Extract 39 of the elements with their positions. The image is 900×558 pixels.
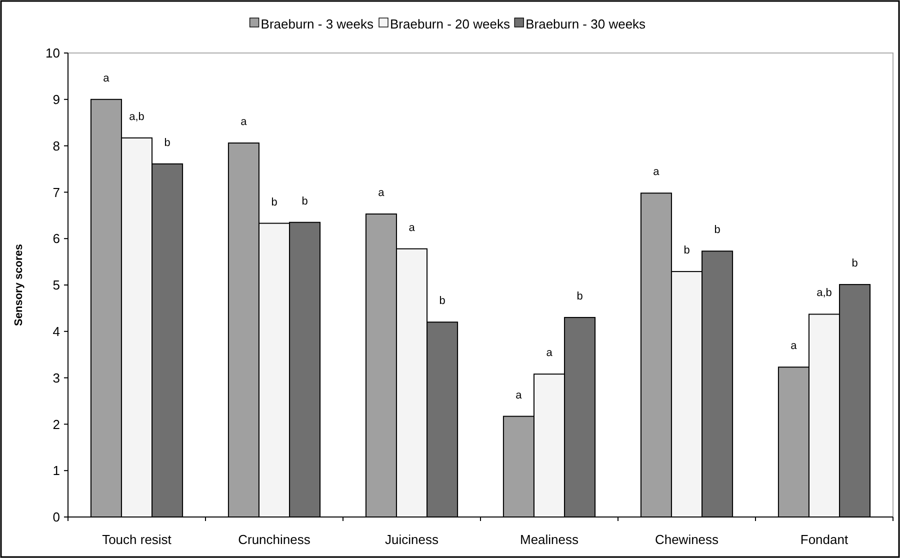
annotation: b [576,290,583,302]
annotation: b [852,258,858,270]
annotation: b [684,244,690,257]
annotation: a [408,222,416,234]
annotation: a,b [129,110,144,123]
y-tick-label: 3 [52,370,60,386]
annotation: a,b [816,287,832,300]
y-axis-title: Sensory scores [13,244,25,326]
annotation: a [103,72,110,84]
y-tick-label: 6 [52,231,60,246]
annotation: b [164,136,170,149]
y-tick-label: 1 [52,463,60,478]
y-tick-label: 9 [52,92,60,107]
annotation: b [439,295,446,308]
annotation: b [714,224,720,236]
x-tick-label: Chewiness [654,532,720,547]
y-tick-label: 2 [52,416,60,432]
annotation: a [546,347,554,360]
annotation: b [302,195,308,208]
x-tick-label: Juiciness [385,532,439,547]
x-tick-label: Mealiness [520,532,580,547]
y-tick-label: 4 [52,324,60,339]
annotation: a [516,389,523,402]
x-tick-label: Crunchiness [238,532,311,547]
legend-label: Braeburn - 20 weeks [390,16,510,32]
y-tick-label: 5 [52,278,60,293]
annotation: a [240,116,248,128]
legend-label: Braeburn - 30 weeks [526,16,646,32]
y-tick-label: 7 [52,184,60,200]
y-tick-label: 8 [52,138,60,154]
annotation: a [378,187,386,200]
x-tick-label: Fondant [800,532,848,547]
legend-label: Braeburn - 3 weeks [260,16,374,32]
annotation: a [653,166,660,178]
x-tick-label: Touch resist [102,532,172,547]
y-tick-label: 0 [52,510,60,525]
annotation: b [271,196,278,208]
annotation: a [790,340,798,352]
y-tick-label: 10 [46,46,60,61]
